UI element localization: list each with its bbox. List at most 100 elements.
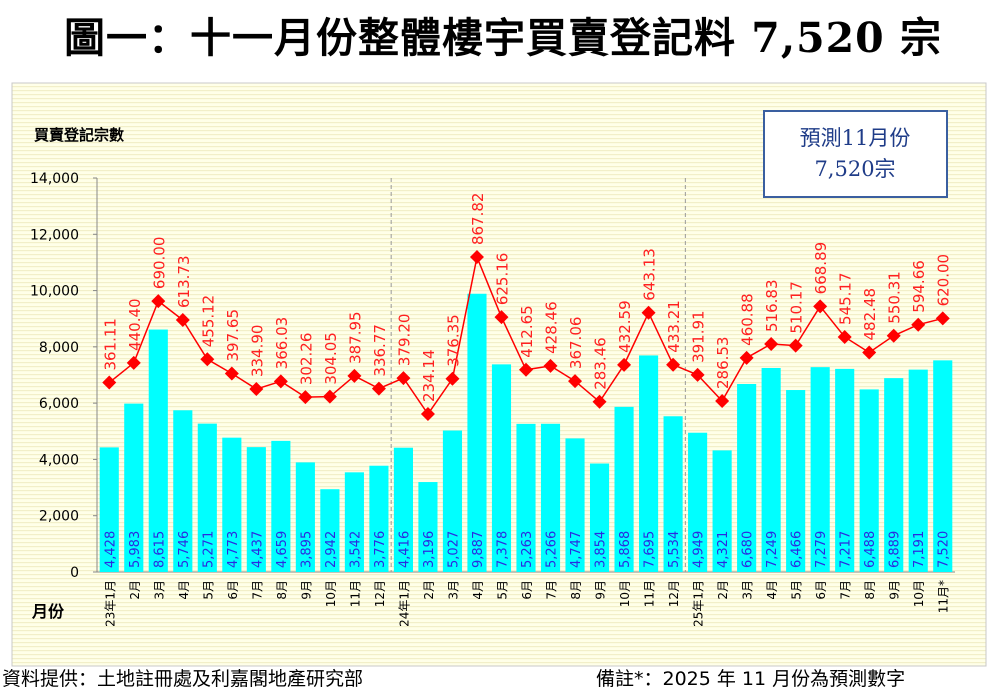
line-value-label: 286.53 <box>714 337 732 390</box>
bar <box>320 489 340 572</box>
x-tick-label: 11月* <box>937 580 951 613</box>
line-value-label: 397.65 <box>224 309 242 362</box>
x-tick-label: 7月 <box>545 580 559 600</box>
line-marker <box>322 389 337 404</box>
bar <box>565 438 585 572</box>
bar-value-label: 3,542 <box>348 531 363 568</box>
bar <box>344 472 364 572</box>
x-tick-label: 12月 <box>373 580 387 607</box>
bar <box>271 440 291 572</box>
line-value-label: 668.89 <box>812 242 830 295</box>
bar <box>884 378 904 572</box>
x-tick-label: 23年1月 <box>103 580 117 627</box>
line-marker <box>641 305 656 320</box>
bar-value-label: 6,466 <box>790 531 805 568</box>
line-value-label: 433.21 <box>665 300 683 353</box>
bar-value-label: 4,416 <box>397 531 412 568</box>
line-marker <box>175 312 190 327</box>
x-tick-label: 3月 <box>152 580 166 600</box>
bar <box>124 403 144 572</box>
bar-value-label: 4,428 <box>103 531 118 568</box>
line-marker <box>813 299 828 314</box>
y-tick-label: 0 <box>70 565 79 581</box>
bar-value-label: 5,263 <box>520 531 535 568</box>
line-marker <box>200 352 215 367</box>
bar-value-label: 4,949 <box>692 531 707 568</box>
bar-value-label: 3,196 <box>422 531 437 568</box>
line-marker <box>273 374 288 389</box>
x-tick-label: 12月 <box>667 580 681 607</box>
bar-value-label: 4,747 <box>569 531 584 568</box>
bar <box>688 432 708 572</box>
x-tick-label: 8月 <box>569 580 583 600</box>
bar-value-label: 5,746 <box>177 531 192 568</box>
x-tick-label: 8月 <box>863 580 877 600</box>
bar <box>786 390 806 572</box>
line-value-label: 482.48 <box>861 288 879 341</box>
line-value-label: 336.77 <box>371 324 389 377</box>
bar-value-label: 5,271 <box>201 531 216 568</box>
bar <box>467 293 487 572</box>
line-value-label: 234.14 <box>420 349 438 402</box>
line-value-label: 304.05 <box>322 332 340 385</box>
source-note: 資料提供：土地註冊處及利嘉閣地產研究部 <box>2 668 364 690</box>
line-marker <box>666 357 681 372</box>
bar-value-label: 9,887 <box>471 531 486 568</box>
bar-value-label: 3,895 <box>299 531 314 568</box>
bar-value-label: 5,534 <box>667 531 682 568</box>
bar-value-label: 7,279 <box>814 531 829 568</box>
line-marker <box>126 355 141 370</box>
bar-value-label: 5,983 <box>128 531 143 568</box>
x-tick-label: 6月 <box>520 580 534 600</box>
bar <box>246 447 266 572</box>
line-marker <box>249 382 264 397</box>
line-marker <box>764 336 779 351</box>
line-value-label: 613.73 <box>175 255 193 308</box>
line-marker <box>788 338 803 353</box>
bar <box>761 367 781 572</box>
page-title: 圖一：十一月份整體樓宇買賣登記料 7,520 宗 <box>64 14 942 62</box>
forecast-annotation: 預測11月份 7,520宗 <box>763 110 948 198</box>
x-tick-label: 24年1月 <box>397 580 411 627</box>
bar <box>148 329 168 572</box>
line-value-label: 334.90 <box>248 325 266 378</box>
bar <box>369 465 389 572</box>
bar <box>589 463 610 572</box>
line-value-label: 391.91 <box>690 310 708 363</box>
bar-value-label: 2,942 <box>324 531 339 568</box>
x-tick-label: 10月 <box>324 580 338 607</box>
bar-value-label: 5,027 <box>446 531 461 568</box>
bar <box>712 450 732 572</box>
line-marker <box>469 250 484 265</box>
bar <box>173 410 193 572</box>
x-tick-label: 4月 <box>765 580 779 600</box>
line-marker <box>935 311 950 326</box>
line-value-label: 643.13 <box>641 248 659 301</box>
line-marker <box>445 371 460 386</box>
bar <box>197 423 217 572</box>
line-marker <box>690 367 705 382</box>
line-value-label: 379.20 <box>395 314 413 367</box>
bar-value-label: 7,249 <box>765 531 780 568</box>
bar-value-label: 7,378 <box>495 531 510 568</box>
line-value-label: 510.17 <box>788 281 806 334</box>
bar-value-label: 7,217 <box>839 531 854 568</box>
x-tick-label: 4月 <box>177 580 191 600</box>
bar-value-label: 5,266 <box>545 531 560 568</box>
line-value-label: 594.66 <box>910 260 928 313</box>
line-value-label: 283.46 <box>592 337 610 390</box>
line-marker <box>886 328 901 343</box>
line-marker <box>592 394 607 409</box>
bar <box>516 423 536 572</box>
bar-value-label: 7,191 <box>912 531 927 568</box>
bar-value-label: 8,615 <box>152 531 167 568</box>
line-marker <box>568 374 583 389</box>
line-marker <box>396 371 411 386</box>
y-tick-label: 6,000 <box>39 396 79 412</box>
bar <box>99 447 119 572</box>
x-tick-label: 7月 <box>250 580 264 600</box>
y-axis-label: 買賣登記宗數 <box>34 126 124 144</box>
y-tick-label: 12,000 <box>30 227 79 243</box>
line-value-label: 690.00 <box>150 237 168 290</box>
